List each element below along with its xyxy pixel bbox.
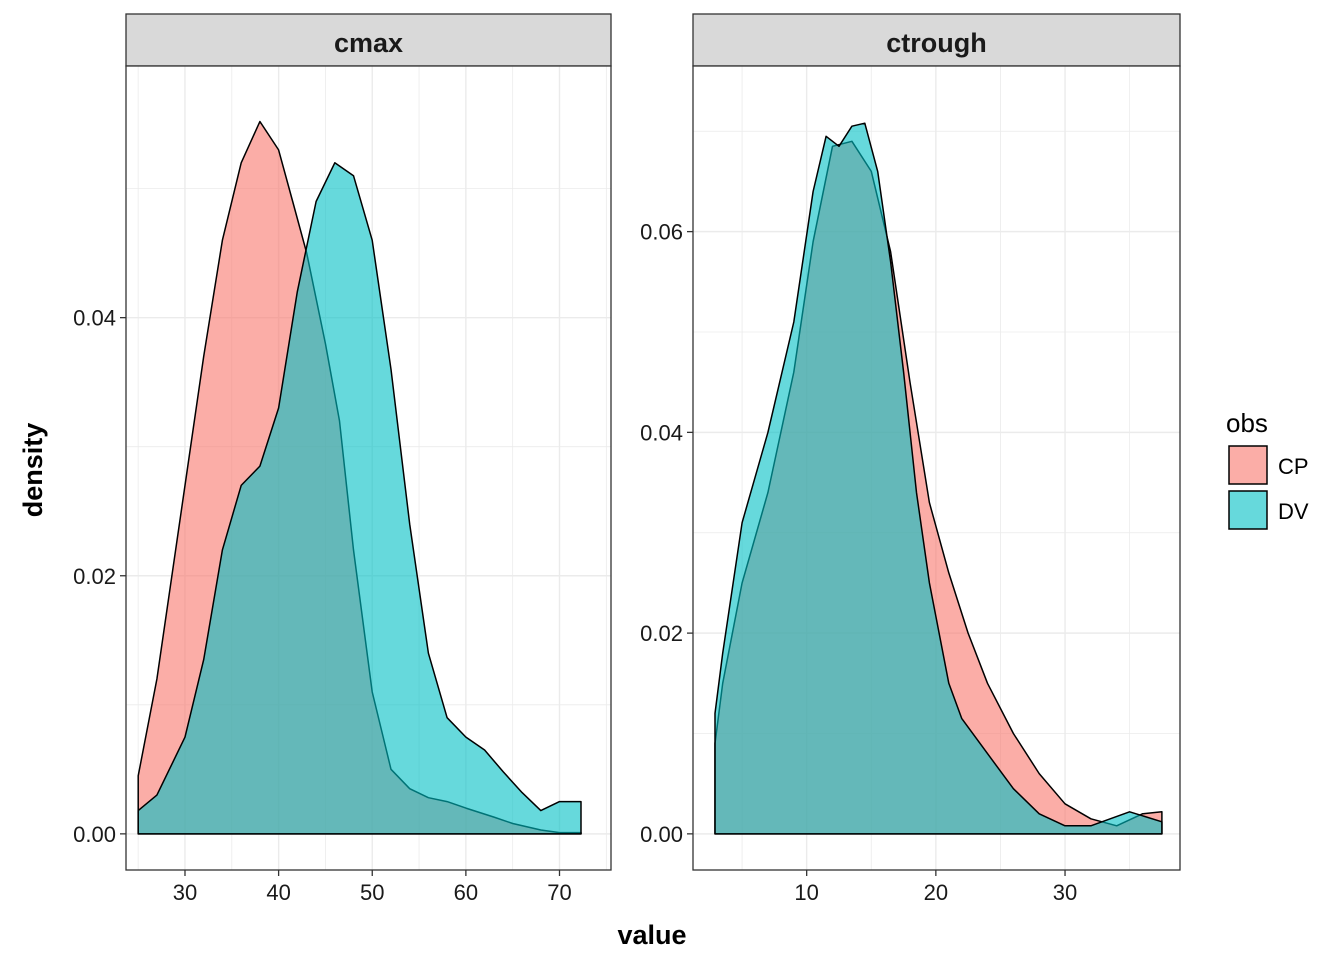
- x-tick-label: 60: [454, 880, 478, 905]
- facet-strip-label: ctrough: [886, 28, 987, 58]
- y-tick-label: 0.06: [640, 220, 683, 245]
- y-tick-label: 0.00: [73, 822, 116, 847]
- x-tick-label: 10: [794, 880, 818, 905]
- x-tick-label: 50: [360, 880, 384, 905]
- legend-swatch-dv: [1228, 490, 1268, 530]
- panel-cmax: cmax 30 40 50 60 70 0.00 0.02 0.04: [73, 13, 612, 905]
- y-tick-label: 0.00: [640, 822, 683, 847]
- facet-strip-label: cmax: [334, 28, 403, 58]
- density-area-dv: [137, 162, 582, 835]
- y-tick-label: 0.04: [640, 420, 683, 445]
- facet-panels: cmax 30 40 50 60 70 0.00 0.02 0.04 ctrough 10 20 30 0…: [73, 13, 1181, 905]
- legend-label-cp: CP: [1278, 454, 1309, 479]
- y-tick-label: 0.02: [640, 621, 683, 646]
- x-tick-label: 40: [266, 880, 290, 905]
- legend-title: obs: [1226, 408, 1268, 438]
- legend-label-dv: DV: [1278, 499, 1309, 524]
- y-tick-label: 0.04: [73, 306, 116, 331]
- x-tick-label: 30: [1053, 880, 1077, 905]
- x-tick-label: 70: [547, 880, 571, 905]
- density-area-dv: [714, 122, 1163, 835]
- x-axis-title: value: [617, 920, 686, 950]
- y-tick-label: 0.02: [73, 564, 116, 589]
- facet-strip-bg: [125, 13, 612, 67]
- legend-swatch-cp: [1228, 445, 1268, 485]
- panel-border: [125, 65, 612, 871]
- facet-strip-bg: [692, 13, 1181, 67]
- panel-ctrough: ctrough 10 20 30 0.00 0.02 0.04 0.06: [640, 13, 1181, 905]
- legend-item-dv: DV: [1227, 489, 1309, 531]
- legend: obs CP DV: [1226, 408, 1309, 531]
- x-tick-label: 20: [924, 880, 948, 905]
- y-axis-title: density: [18, 423, 48, 518]
- legend-item-cp: CP: [1227, 444, 1309, 486]
- x-tick-label: 30: [173, 880, 197, 905]
